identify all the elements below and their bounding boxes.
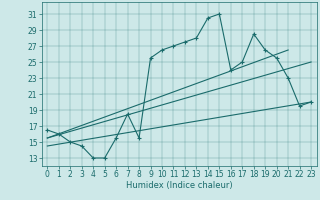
- X-axis label: Humidex (Indice chaleur): Humidex (Indice chaleur): [126, 181, 233, 190]
